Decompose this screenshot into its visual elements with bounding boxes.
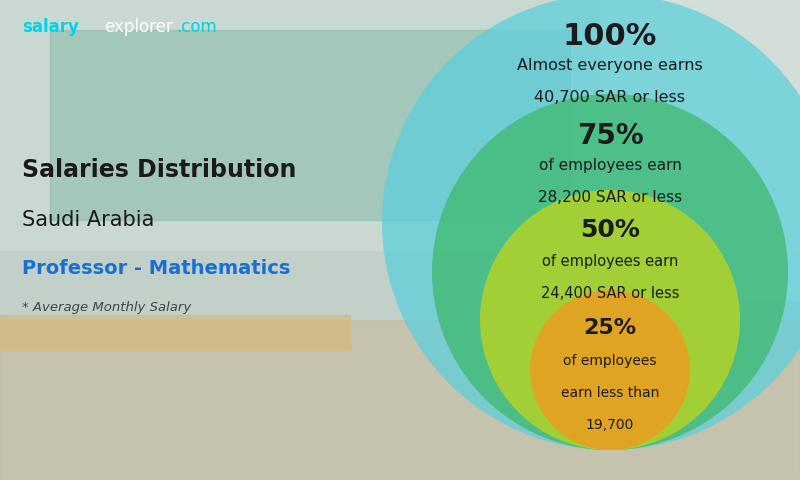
Bar [0,0,800,250]
Text: 25%: 25% [583,318,637,338]
Circle shape [480,190,740,450]
Text: of employees: of employees [563,354,657,368]
Text: Almost everyone earns: Almost everyone earns [517,58,703,73]
Text: * Average Monthly Salary: * Average Monthly Salary [22,301,191,314]
Text: Professor - Mathematics: Professor - Mathematics [22,259,290,277]
Bar [0,320,800,480]
Text: 40,700 SAR or less: 40,700 SAR or less [534,90,686,105]
Text: Salaries Distribution: Salaries Distribution [22,158,296,182]
Text: 75%: 75% [577,122,643,150]
Circle shape [382,0,800,450]
Text: 19,700: 19,700 [586,418,634,432]
Circle shape [530,290,690,450]
Text: 24,400 SAR or less: 24,400 SAR or less [541,286,679,301]
Text: 50%: 50% [580,218,640,242]
Bar [600,0,800,300]
Circle shape [432,94,788,450]
Text: 100%: 100% [563,22,657,51]
Text: of employees earn: of employees earn [542,254,678,269]
Text: .com: .com [176,18,217,36]
Text: explorer: explorer [104,18,173,36]
Bar [0,315,350,350]
Text: 28,200 SAR or less: 28,200 SAR or less [538,190,682,205]
Text: salary: salary [22,18,79,36]
Bar [50,30,570,220]
Text: earn less than: earn less than [561,386,659,400]
Text: Saudi Arabia: Saudi Arabia [22,210,154,230]
Text: of employees earn: of employees earn [538,158,682,173]
